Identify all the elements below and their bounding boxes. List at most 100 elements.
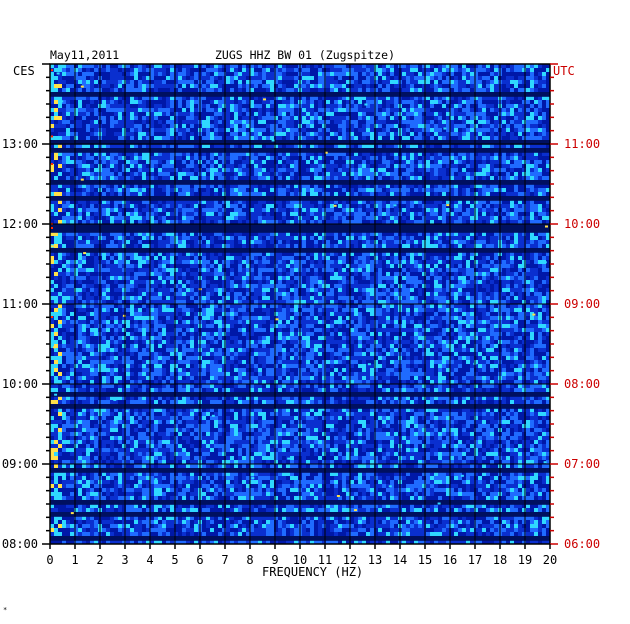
spectrogram-cell	[334, 212, 339, 217]
spectrogram-cell	[534, 208, 539, 213]
spectrogram-cell	[194, 116, 199, 121]
spectrogram-cell	[414, 116, 419, 121]
spectrogram-cell	[158, 200, 163, 205]
spectrogram-cell	[254, 136, 259, 141]
spectrogram-cell	[446, 220, 451, 225]
spectrogram-cell	[438, 220, 443, 225]
spectrogram-cell	[90, 136, 95, 141]
spectrogram-cell	[302, 108, 307, 113]
spectrogram-cell	[314, 96, 319, 101]
spectrogram-cell	[206, 68, 211, 73]
spectrogram-cell	[282, 84, 287, 89]
spectrogram-cell	[258, 160, 263, 165]
spectrogram-cell	[458, 188, 463, 193]
spectrogram-cell	[306, 192, 311, 197]
spectrogram-cell	[414, 64, 419, 69]
spectrogram-cell	[506, 144, 511, 149]
spectrogram-cell	[66, 132, 71, 137]
spectrogram-cell	[386, 84, 391, 89]
spectrogram-cell	[206, 200, 211, 205]
spectrogram-cell	[430, 132, 435, 137]
spectrogram-cell	[166, 80, 171, 85]
spectrogram-cell	[162, 152, 167, 157]
spectrogram-cell	[190, 184, 195, 189]
spectrogram-cell	[546, 128, 551, 133]
spectrogram-cell	[546, 96, 551, 101]
spectrogram-cell	[494, 216, 499, 221]
spectrogram-cell	[322, 152, 327, 157]
spectrogram-cell	[350, 80, 355, 85]
spectrogram-cell	[186, 216, 191, 221]
spectrogram-cell	[230, 84, 235, 89]
spectrogram-cell	[174, 212, 179, 217]
spectrogram-cell	[402, 88, 407, 93]
spectrogram-cell	[406, 208, 411, 213]
spectrogram-cell	[278, 164, 283, 169]
spectrogram-cell	[182, 88, 187, 93]
spectrogram-cell	[302, 132, 307, 137]
spectrogram-cell	[546, 108, 551, 113]
spectrogram-cell	[178, 96, 183, 101]
spectrogram-cell	[514, 76, 519, 81]
spectrogram-cell	[418, 68, 423, 73]
spectrogram-cell	[530, 212, 535, 217]
spectrogram-cell	[382, 128, 387, 133]
spectrogram-cell	[58, 88, 63, 93]
spectrogram-cell	[470, 192, 475, 197]
spectrogram-cell	[102, 152, 107, 157]
spectrogram-cell	[230, 204, 235, 209]
spectrogram-cell	[158, 116, 163, 121]
spectrogram-cell	[362, 188, 367, 193]
spectrogram-cell	[78, 188, 83, 193]
spectrogram-cell	[446, 168, 451, 173]
spectrogram-cell	[278, 168, 283, 173]
spectrogram-cell	[338, 80, 343, 85]
spectrogram-cell	[230, 72, 235, 77]
spectrogram-cell	[226, 64, 231, 69]
spectrogram-cell	[206, 164, 211, 169]
spectrogram-cell	[314, 100, 319, 105]
spectrogram-cell	[238, 64, 243, 69]
spectrogram-cell	[382, 184, 387, 189]
spectrogram-cell	[218, 120, 223, 125]
spectrogram-cell	[90, 156, 95, 161]
spectrogram-cell	[90, 200, 95, 205]
spectrogram-cell	[158, 168, 163, 173]
spectrogram-cell	[146, 192, 151, 197]
spectrogram-cell	[394, 76, 399, 81]
spectrogram-cell	[250, 88, 255, 93]
spectrogram-cell	[546, 68, 551, 73]
spectrogram-cell	[490, 152, 495, 157]
spectrogram-cell	[222, 100, 227, 105]
spectrogram-cell	[414, 100, 419, 105]
spectrogram-cell	[106, 144, 111, 149]
spectrogram-cell	[470, 216, 475, 221]
spectrogram-cell	[506, 200, 511, 205]
spectrogram-cell	[70, 200, 75, 205]
spectrogram-cell	[66, 164, 71, 169]
spectrogram-cell	[390, 120, 395, 125]
spectrogram-cell	[214, 112, 219, 117]
spectrogram-cell	[146, 132, 151, 137]
spectrogram-cell	[342, 112, 347, 117]
spectrogram-cell	[274, 204, 279, 209]
spectrogram-cell	[394, 160, 399, 165]
spectrogram-cell	[422, 132, 427, 137]
spectrogram-cell	[62, 76, 67, 81]
spectrogram-cell	[134, 204, 139, 209]
spectrogram-cell	[474, 172, 479, 177]
spectrogram-cell	[346, 100, 351, 105]
spectrogram-cell	[158, 192, 163, 197]
spectrogram-cell	[434, 84, 439, 89]
spectrogram-cell	[334, 120, 339, 125]
spectrogram-cell	[130, 108, 135, 113]
spectrogram-cell	[202, 136, 207, 141]
spectrogram-cell	[526, 64, 531, 69]
spectrogram-cell	[442, 96, 447, 101]
spectrogram-cell	[122, 192, 127, 197]
spectrogram-cell	[166, 84, 171, 89]
spectrogram-cell	[74, 100, 79, 105]
spectrogram-cell	[150, 164, 155, 169]
spectrogram-cell	[386, 164, 391, 169]
spectrogram-cell	[302, 144, 307, 149]
